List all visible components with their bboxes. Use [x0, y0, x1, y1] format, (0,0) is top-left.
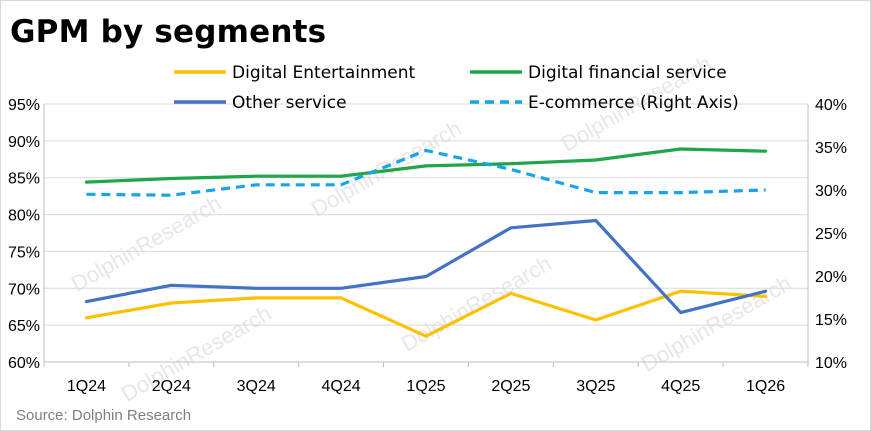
left-tick-label: 95%: [8, 97, 40, 114]
left-tick-label: 85%: [8, 171, 40, 188]
x-tick-label: 1Q26: [746, 378, 785, 395]
x-tick-label: 2Q25: [491, 378, 530, 395]
legend-label: Digital financial service: [528, 63, 727, 83]
axes: [43, 104, 809, 367]
x-tick-label: 4Q24: [322, 378, 361, 395]
left-tick-label: 90%: [8, 134, 40, 151]
right-tick-label: 40%: [815, 97, 847, 114]
watermark-text: DolphinResearch: [67, 190, 226, 296]
series-line-e-commerce-right-axis: [86, 148, 766, 197]
x-tick-label: 3Q24: [237, 378, 276, 395]
source-note: Source: Dolphin Research: [16, 407, 192, 424]
legend-label: E-commerce (Right Axis): [528, 93, 739, 113]
watermark-text: DolphinResearch: [307, 115, 466, 221]
chart-title: GPM by segments: [10, 14, 327, 50]
x-axis-ticks: 1Q24 2Q24 3Q24 4Q24 1Q25 2Q25 3Q25 4Q25 1Q26: [67, 378, 785, 395]
legend-label: Other service: [232, 93, 347, 113]
x-tick-label: 4Q25: [661, 378, 700, 395]
left-tick-label: 70%: [8, 281, 40, 298]
right-tick-label: 35%: [815, 140, 847, 157]
right-axis-ticks: 10% 15% 20% 25% 30% 35% 40%: [815, 97, 847, 372]
right-tick-label: 30%: [815, 183, 847, 200]
legend-label: Digital Entertainment: [232, 63, 416, 83]
x-tick-label: 1Q24: [67, 378, 106, 395]
left-tick-label: 65%: [8, 318, 40, 335]
x-tick-label: 3Q25: [576, 378, 615, 395]
watermark-text: DolphinResearch: [397, 250, 556, 356]
left-tick-label: 80%: [8, 208, 40, 225]
series-line-other-service: [84, 218, 768, 315]
series-line-digital-entertainment: [84, 289, 768, 338]
legend: Digital Entertainment Digital financial s…: [174, 63, 739, 113]
right-tick-label: 10%: [815, 355, 847, 372]
x-tick-label: 1Q25: [406, 378, 445, 395]
right-tick-label: 20%: [815, 269, 847, 286]
right-tick-label: 25%: [815, 226, 847, 243]
series-layer: [84, 147, 768, 338]
watermark-text: DolphinResearch: [637, 270, 796, 376]
right-tick-label: 15%: [815, 312, 847, 329]
left-tick-label: 75%: [8, 244, 40, 261]
left-tick-label: 60%: [8, 355, 40, 372]
left-axis-ticks: 60% 65% 70% 75% 80% 85% 90% 95%: [8, 97, 40, 372]
series-line-digital-financial-service: [84, 147, 768, 184]
x-tick-label: 2Q24: [152, 378, 191, 395]
